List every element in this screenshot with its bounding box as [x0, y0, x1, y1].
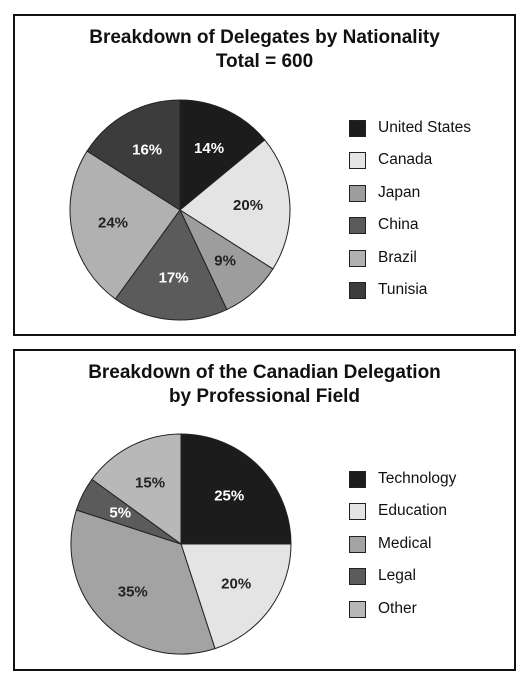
nationality-chart-panel: Breakdown of Delegates by Nationality To… — [13, 14, 516, 336]
legend-label: Other — [378, 599, 417, 617]
chart-title: Breakdown of Delegates by Nationality To… — [15, 26, 514, 74]
nationality-pie-chart: 14% 20% 9% 17% 24% 16% — [69, 99, 291, 321]
chart-title-line2: by Professional Field — [168, 386, 361, 407]
legend-swatch — [349, 503, 366, 521]
legend-swatch — [349, 249, 366, 267]
legend-label: Tunisia — [378, 280, 428, 298]
pie-label-united-states: 14% — [194, 140, 224, 157]
legend-label: Japan — [378, 183, 421, 201]
pie-label-tunisia: 16% — [132, 142, 162, 159]
pie-slice-tunisia — [86, 99, 181, 211]
legend-swatch — [349, 120, 366, 137]
legend-label: Canada — [378, 151, 433, 169]
pie-label-other: 15% — [135, 475, 165, 492]
pie-slice-technology — [180, 433, 292, 545]
chart-title: Breakdown of the Canadian Delegation by … — [15, 361, 514, 409]
legend-label: Legal — [378, 567, 416, 585]
legend-swatch — [349, 281, 366, 299]
legend-swatch — [349, 471, 366, 488]
chart-title-line2: Total = 600 — [215, 51, 314, 72]
legend-swatch — [349, 535, 366, 553]
pie-label-legal: 5% — [109, 505, 131, 522]
legend-swatch — [349, 217, 366, 235]
pie-label-technology: 25% — [214, 487, 244, 504]
legend-label: China — [378, 216, 419, 234]
legend-swatch — [349, 184, 366, 202]
pie-label-education: 20% — [221, 576, 251, 593]
legend-swatch — [349, 152, 366, 170]
legend-label: Medical — [378, 534, 432, 552]
profession-chart-panel: Breakdown of the Canadian Delegation by … — [13, 349, 516, 671]
chart-title-line1: Breakdown of the Canadian Delegation — [88, 362, 441, 383]
pie-slice-medical — [70, 509, 216, 655]
legend-swatch — [349, 568, 366, 586]
pie-label-medical: 35% — [118, 584, 148, 601]
pie-label-japan: 9% — [214, 253, 236, 270]
legend-label: Technology — [378, 470, 457, 487]
legend-label: Brazil — [378, 248, 417, 266]
pie-slice-canada — [179, 139, 291, 270]
pie-slice-education — [180, 543, 292, 650]
legend-swatch — [349, 600, 366, 618]
pie-label-china: 17% — [159, 269, 189, 286]
pie-slice-brazil — [69, 150, 181, 300]
chart-title-line1: Breakdown of Delegates by Nationality — [89, 27, 440, 48]
pie-slice-other — [91, 433, 182, 545]
legend-label: Education — [378, 502, 447, 520]
pie-slice-united-states — [179, 99, 266, 212]
pie-label-canada: 20% — [233, 197, 263, 214]
pie-label-brazil: 24% — [98, 214, 128, 231]
legend-label: United States — [378, 119, 472, 136]
profession-pie-chart: 25% 20% 35% 5%15% — [70, 433, 292, 655]
pie-slice-china — [114, 209, 228, 321]
